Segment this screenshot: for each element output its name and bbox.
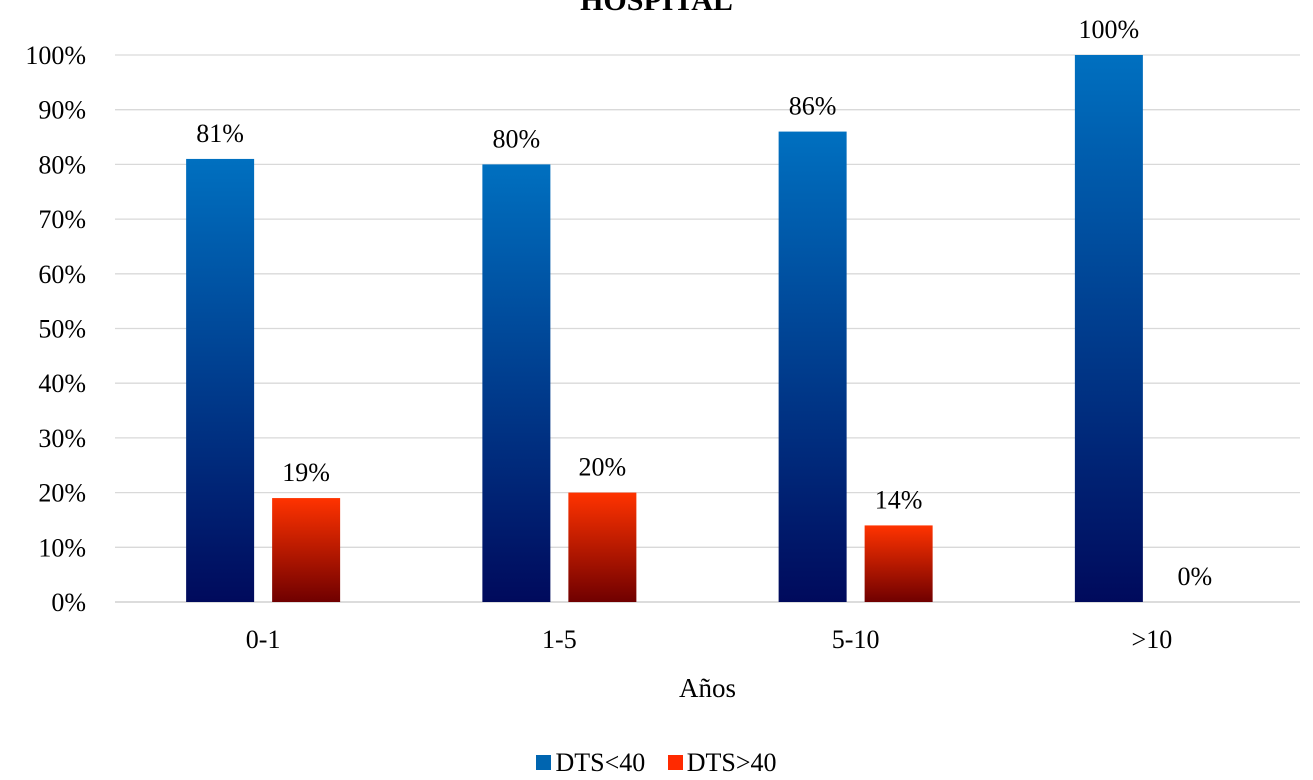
data-label: 0% [1178, 562, 1213, 591]
data-label: 14% [875, 485, 923, 514]
data-label: 100% [1079, 15, 1140, 44]
data-label: 81% [196, 119, 244, 148]
legend-swatch-dts-gt-40 [667, 755, 683, 770]
bar-chart: 0% 10% 20% 30% 40% 50% 60% 70% 80% 90% 100% 81% 19% 0… [25, 15, 1300, 703]
bar-dts-lt-40 [482, 164, 551, 602]
data-label: 20% [579, 453, 627, 482]
bar-dts-gt-40 [864, 525, 933, 602]
legend: DTS<40 DTS>40 [0, 747, 1313, 778]
legend-label-dts-lt-40: DTS<40 [555, 747, 646, 777]
legend-item-dts-lt-40: DTS<40 [536, 748, 645, 778]
x-tick-label: 0-1 [246, 625, 281, 654]
data-label: 86% [789, 92, 837, 121]
bar-dts-gt-40 [272, 498, 341, 602]
bar-dts-lt-40 [1074, 55, 1143, 602]
y-tick-label: 20% [38, 479, 86, 508]
bar-dts-lt-40 [778, 131, 847, 602]
x-tick-label: >10 [1132, 625, 1173, 654]
bar-dts-lt-40 [186, 158, 255, 602]
legend-item-dts-gt-40: DTS>40 [667, 747, 777, 778]
y-tick-label: 10% [38, 533, 86, 562]
y-tick-label: 50% [38, 315, 86, 344]
bar-dts-gt-40 [568, 492, 637, 602]
y-tick-label: 30% [38, 424, 86, 453]
chart-title: HOSPITAL [0, 0, 1313, 14]
y-tick-label: 40% [38, 369, 86, 398]
legend-label-dts-gt-40: DTS>40 [686, 747, 777, 777]
data-label: 19% [282, 458, 330, 487]
x-tick-label: 1-5 [542, 625, 577, 654]
data-label: 80% [493, 124, 541, 153]
y-tick-label: 100% [25, 41, 86, 70]
chart-title-area: HOSPITAL [0, 0, 1313, 14]
legend-swatch-dts-lt-40 [536, 755, 552, 770]
y-tick-label: 0% [51, 588, 86, 617]
x-tick-label: 5-10 [832, 625, 880, 654]
y-tick-label: 80% [38, 150, 86, 179]
y-tick-label: 70% [38, 205, 86, 234]
y-tick-label: 90% [38, 96, 86, 125]
y-tick-label: 60% [38, 260, 86, 289]
x-axis-title: Años [679, 673, 736, 703]
